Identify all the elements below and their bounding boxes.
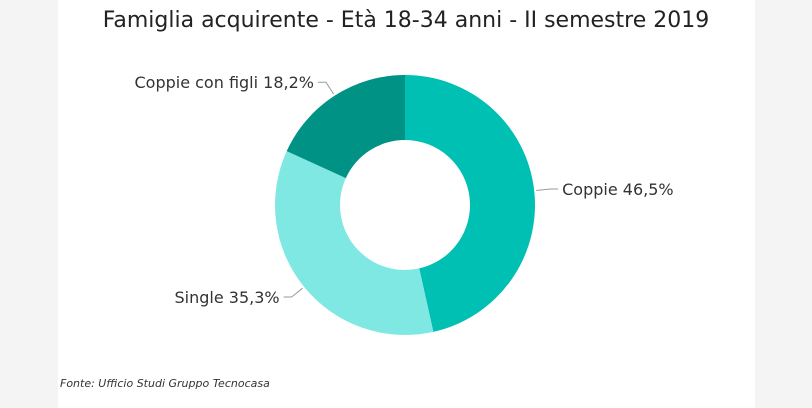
data-label-coppie: Coppie 46,5% xyxy=(562,180,673,199)
slice-single xyxy=(275,151,434,335)
data-label-single: Single 35,3% xyxy=(175,288,280,307)
leader-line-single xyxy=(283,287,303,298)
leader-line-coppie-con-figli xyxy=(317,81,334,95)
data-label-coppie-con-figli: Coppie con figli 18,2% xyxy=(134,73,314,92)
chart-source: Fonte: Ufficio Studi Gruppo Tecnocasa xyxy=(60,377,270,390)
slice-coppie-con-figli xyxy=(286,75,405,179)
slice-coppie xyxy=(405,75,535,332)
chart-panel xyxy=(58,0,755,408)
chart-title: Famiglia acquirente - Età 18-34 anni - I… xyxy=(102,8,710,33)
leader-line-coppie xyxy=(536,188,559,192)
